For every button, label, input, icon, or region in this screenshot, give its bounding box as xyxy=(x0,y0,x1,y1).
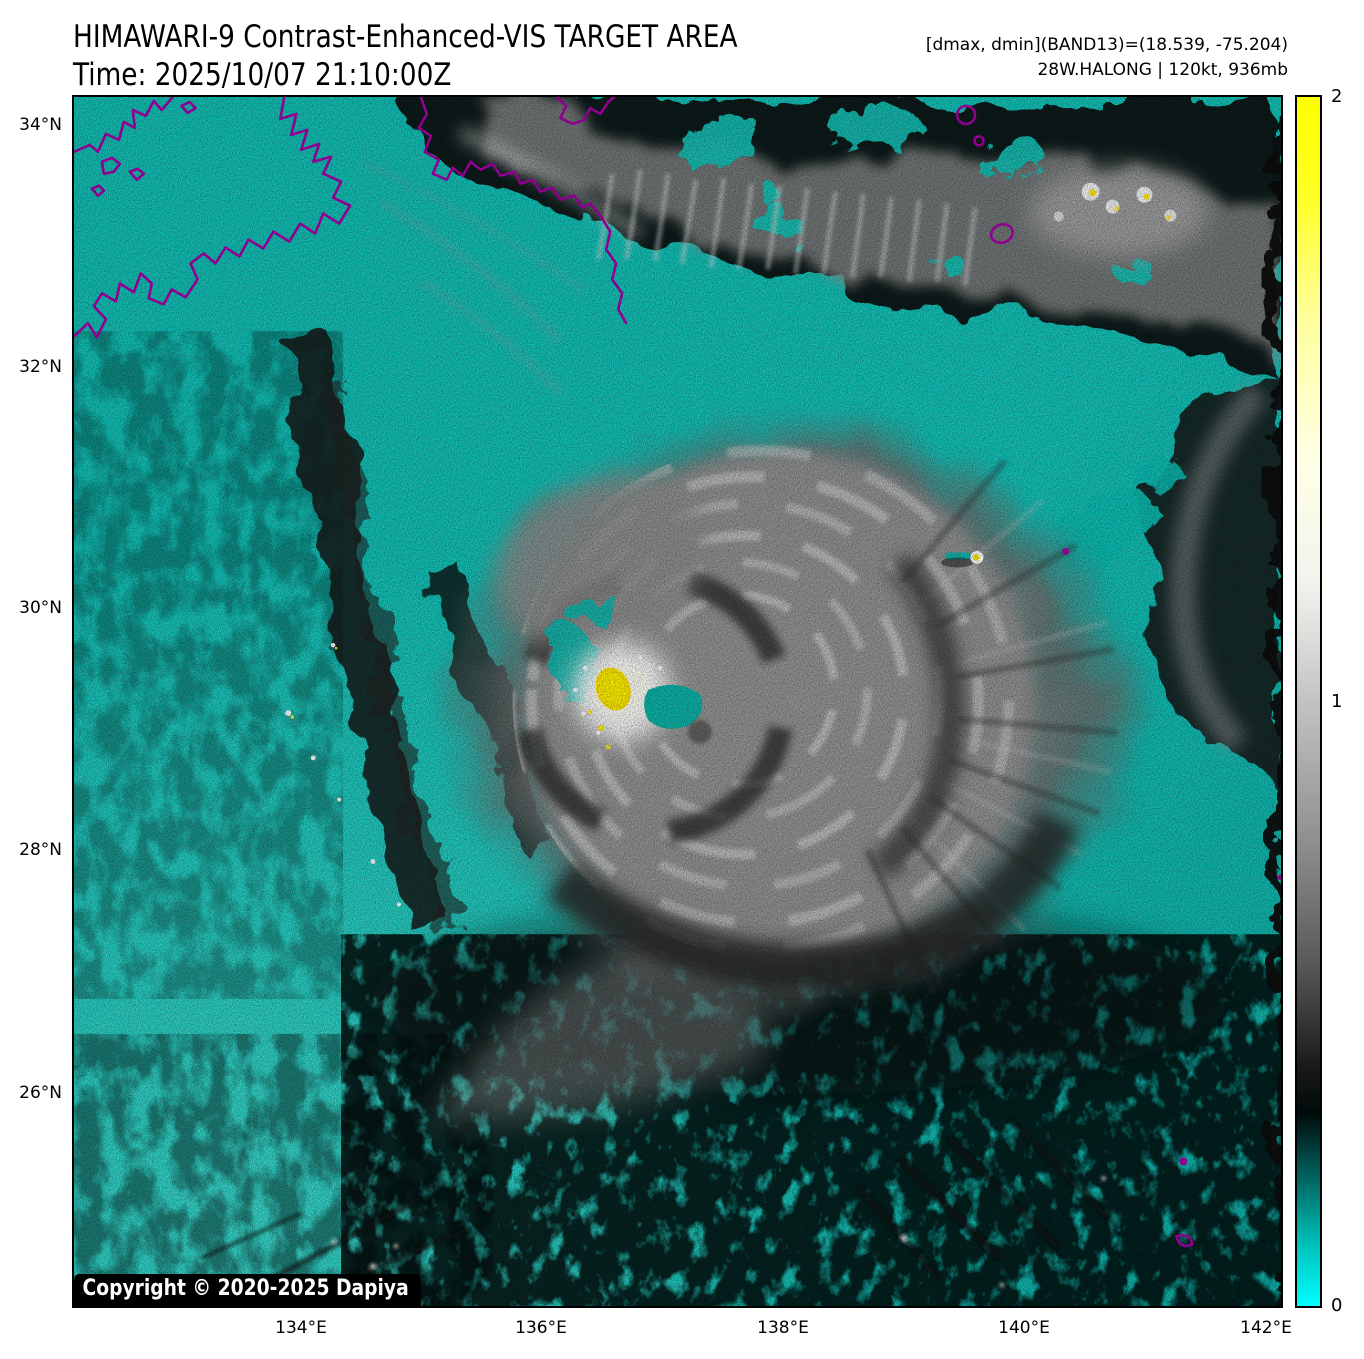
info-block: [dmax, dmin](BAND13)=(18.539, -75.204) 2… xyxy=(926,33,1288,83)
colorbar xyxy=(1295,95,1322,1308)
title-block: HIMAWARI-9 Contrast-Enhanced-VIS TARGET … xyxy=(73,18,738,94)
y-tick-30n: 30°N xyxy=(19,598,62,618)
x-tick-134e: 134°E xyxy=(275,1318,327,1338)
x-tick-136e: 136°E xyxy=(515,1318,567,1338)
satellite-scene xyxy=(74,97,1281,1306)
y-tick-28n: 28°N xyxy=(19,840,62,860)
satellite-map: Copyright © 2020-2025 Dapiya xyxy=(72,95,1283,1308)
storm-info-text: 28W.HALONG | 120kt, 936mb xyxy=(1037,60,1288,80)
x-tick-142e: 142°E xyxy=(1240,1318,1292,1338)
y-tick-32n: 32°N xyxy=(19,357,62,377)
grain-overlay xyxy=(74,97,1281,1306)
colorbar-tick-2: 2 xyxy=(1331,86,1343,107)
colorbar-tick-1: 1 xyxy=(1331,691,1343,712)
y-tick-26n: 26°N xyxy=(19,1083,62,1103)
product-time: Time: 2025/10/07 21:10:00Z xyxy=(73,57,452,93)
colorbar-tick-0: 0 xyxy=(1331,1295,1343,1316)
product-title: HIMAWARI-9 Contrast-Enhanced-VIS TARGET … xyxy=(73,19,738,55)
x-tick-140e: 140°E xyxy=(998,1318,1050,1338)
band-range-text: [dmax, dmin](BAND13)=(18.539, -75.204) xyxy=(925,35,1288,55)
x-tick-138e: 138°E xyxy=(757,1318,809,1338)
copyright-badge: Copyright © 2020-2025 Dapiya xyxy=(74,1274,421,1306)
y-tick-34n: 34°N xyxy=(19,115,62,135)
